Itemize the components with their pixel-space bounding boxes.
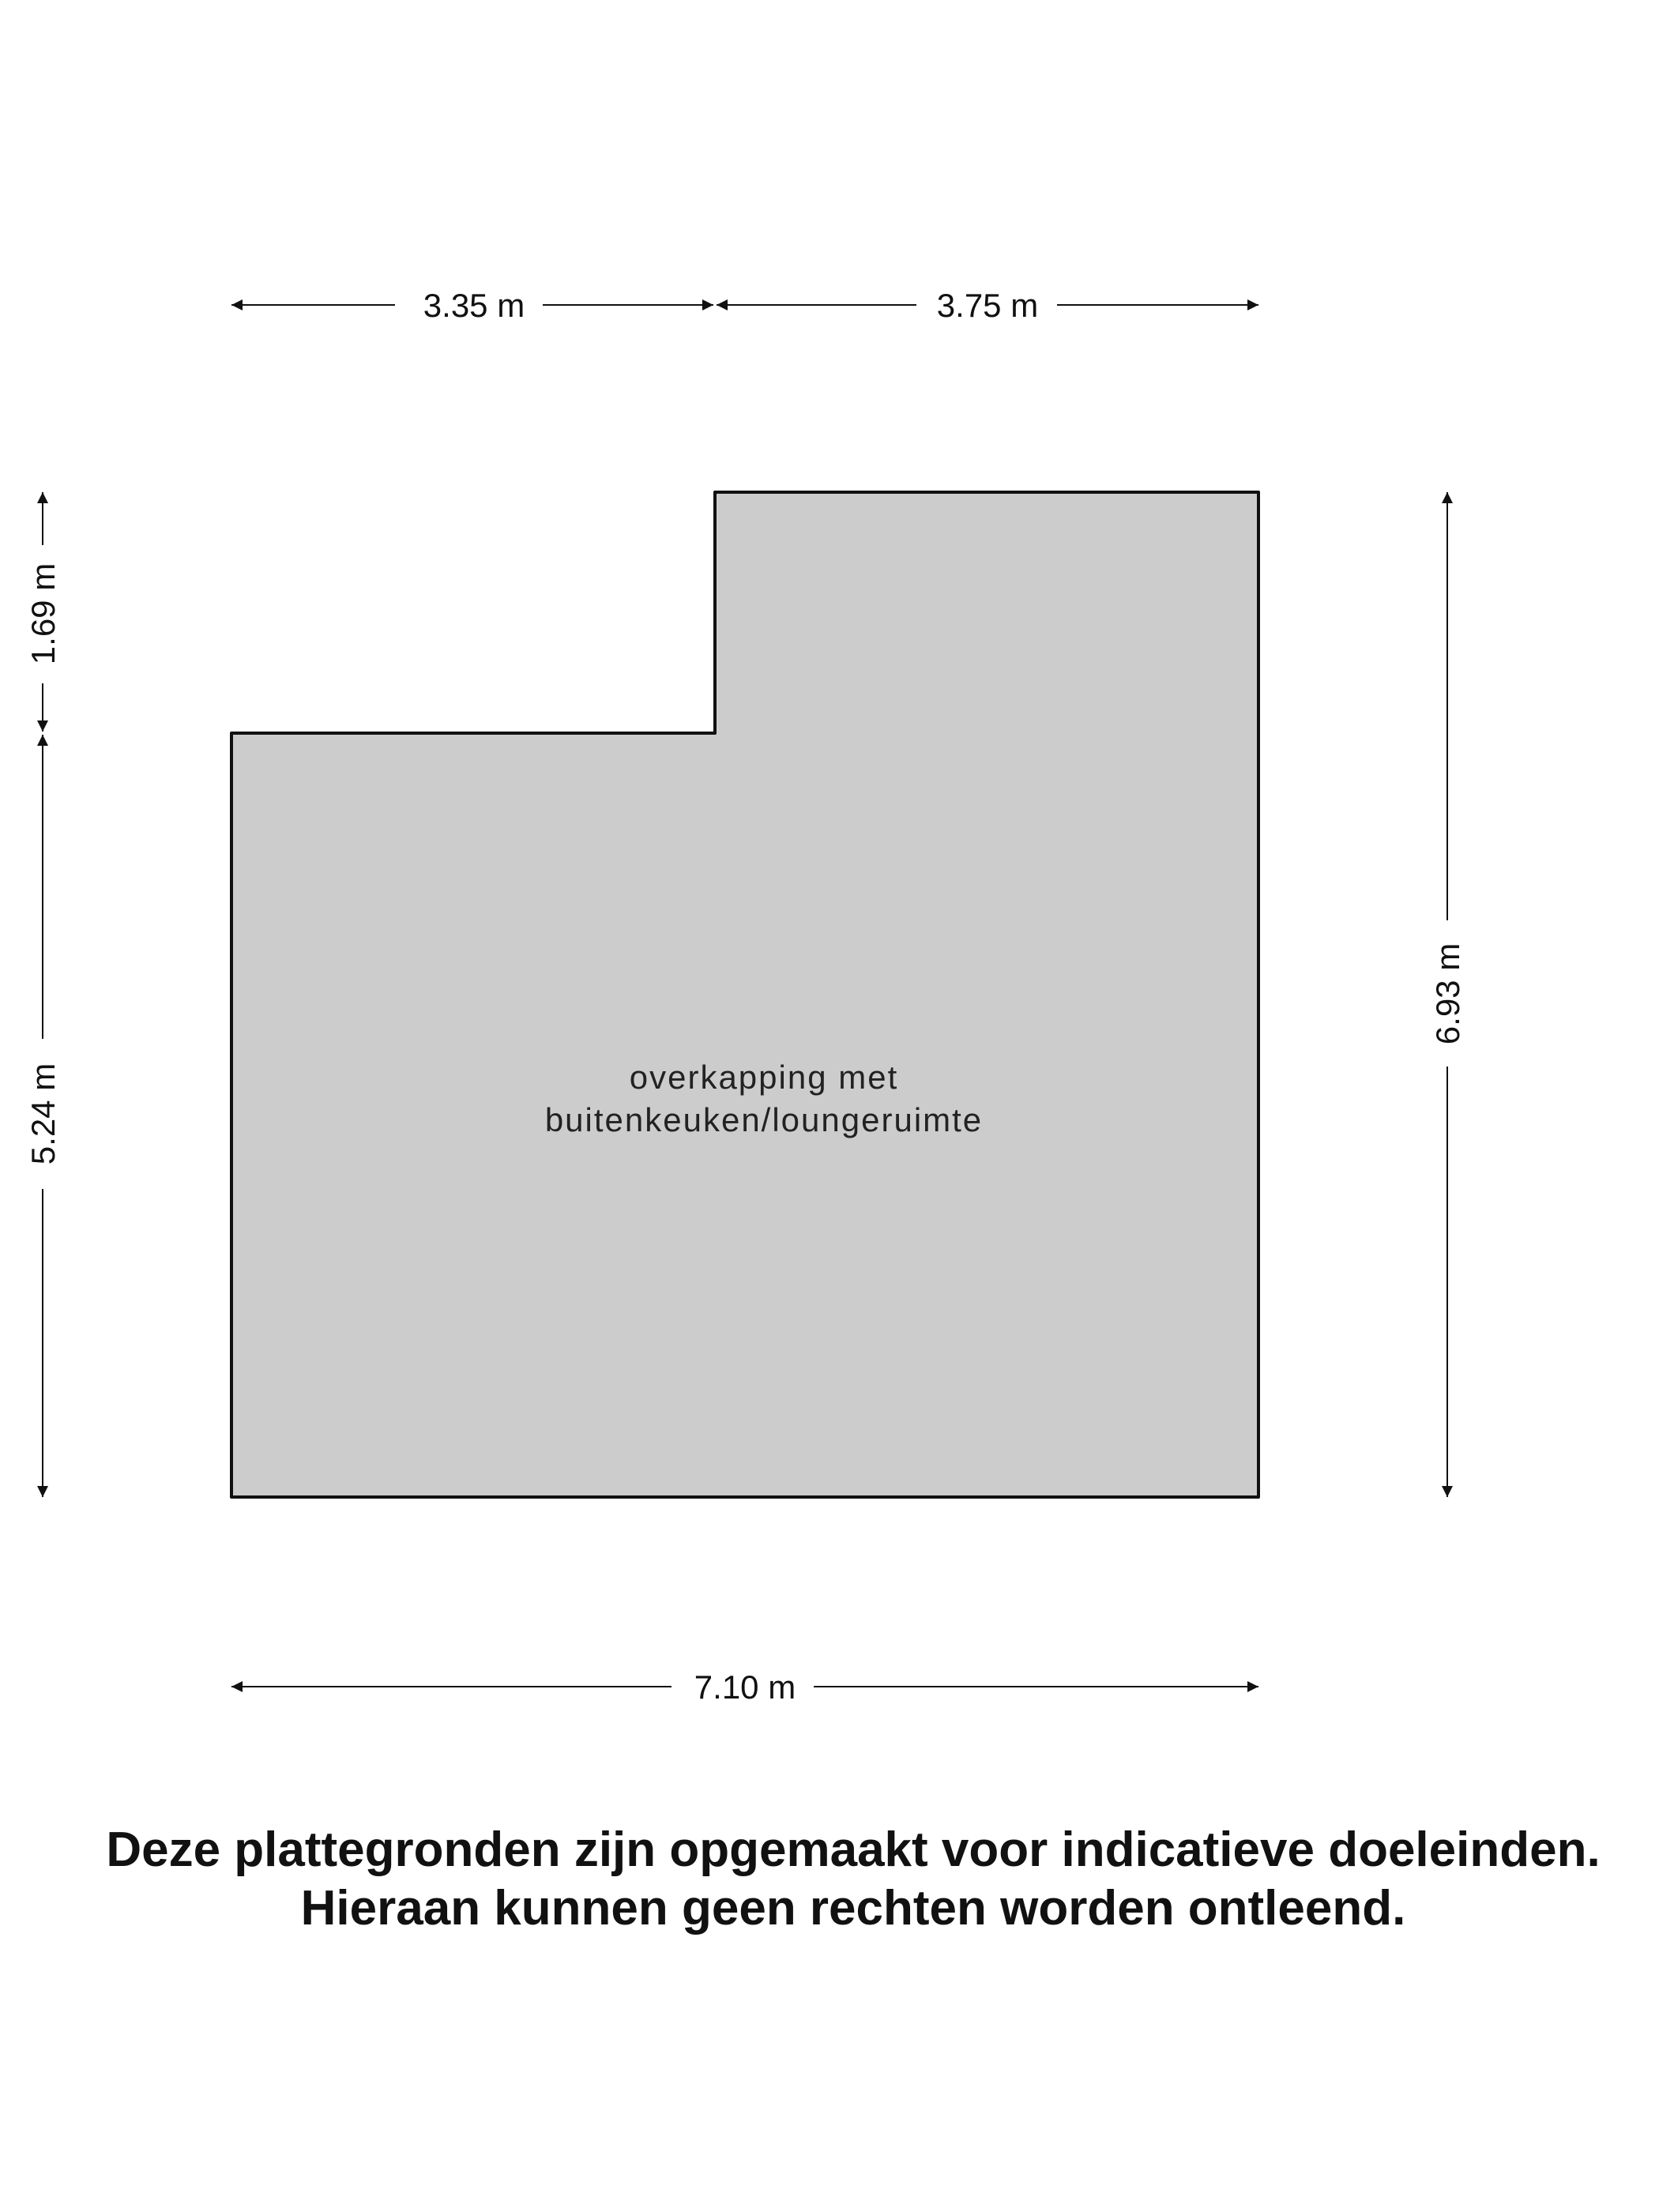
dimension-right: 6.93 m	[1429, 492, 1466, 1497]
svg-text:3.35 m: 3.35 m	[423, 287, 525, 324]
disclaimer-line2: Hieraan kunnen geen rechten worden ontle…	[300, 1881, 1406, 1936]
dimension-bottom: 7.10 m	[231, 1668, 1258, 1706]
room-label-line2: buitenkeuken/loungeruimte	[545, 1101, 983, 1138]
svg-text:3.75 m: 3.75 m	[937, 287, 1038, 324]
room-outline	[230, 491, 1260, 1499]
room-label-line1: overkapping met	[630, 1059, 899, 1096]
dimension-left-top: 1.69 m	[24, 492, 62, 732]
svg-text:1.69 m: 1.69 m	[24, 563, 62, 664]
dimension-top-right: 3.75 m	[717, 287, 1258, 324]
dimension-left-bottom: 5.24 m	[24, 735, 62, 1497]
svg-text:5.24 m: 5.24 m	[24, 1063, 62, 1164]
svg-text:6.93 m: 6.93 m	[1429, 943, 1466, 1044]
svg-text:7.10 m: 7.10 m	[694, 1668, 796, 1706]
disclaimer-line1: Deze plattegronden zijn opgemaakt voor i…	[106, 1823, 1601, 1877]
dimension-top-left: 3.35 m	[231, 287, 713, 324]
